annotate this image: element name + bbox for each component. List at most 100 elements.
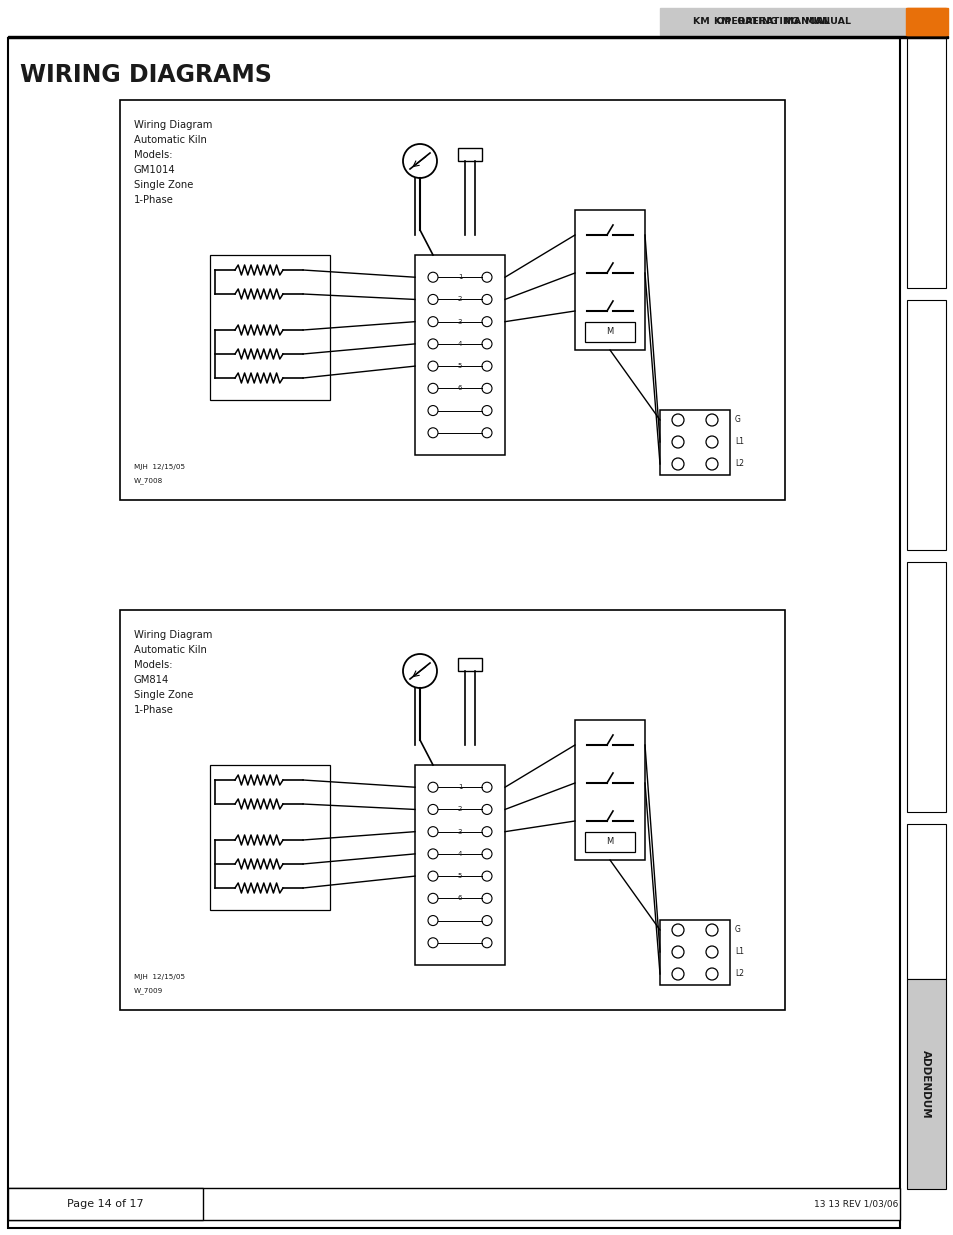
Bar (457, 148, 481, 161)
Text: G: G (734, 415, 740, 425)
Text: Automatic Kiln: Automatic Kiln (133, 135, 207, 144)
Text: 4: 4 (457, 341, 461, 347)
Circle shape (428, 871, 437, 881)
Text: L1: L1 (734, 947, 743, 956)
Text: 1: 1 (457, 274, 462, 280)
Circle shape (428, 272, 437, 283)
Circle shape (481, 915, 492, 925)
Circle shape (481, 272, 492, 283)
Text: Models:: Models: (133, 149, 172, 161)
Text: GM1014: GM1014 (133, 165, 175, 175)
Text: L2: L2 (734, 459, 743, 468)
Text: L2: L2 (734, 969, 743, 978)
Circle shape (671, 458, 683, 471)
Circle shape (705, 458, 718, 471)
Text: 4: 4 (457, 851, 461, 857)
Text: 3: 3 (457, 319, 462, 325)
Text: Single Zone: Single Zone (133, 690, 193, 700)
Text: KM  OPERATING  MANUAL: KM OPERATING MANUAL (714, 17, 851, 26)
Bar (906, 300, 945, 550)
Text: KM  OPERATING  MANUAL: KM OPERATING MANUAL (693, 17, 830, 26)
Circle shape (428, 405, 437, 415)
Bar (584, 322, 635, 342)
Circle shape (705, 968, 718, 981)
Circle shape (428, 804, 437, 814)
Text: L1: L1 (734, 437, 743, 447)
Bar (415, 254, 504, 454)
Circle shape (671, 968, 683, 981)
Text: 1: 1 (457, 784, 462, 790)
Text: 2: 2 (457, 296, 461, 303)
Bar (575, 720, 644, 860)
Text: W_7008: W_7008 (133, 477, 163, 484)
Bar (906, 562, 945, 811)
Bar (210, 764, 330, 910)
Bar (8, 36, 947, 38)
Bar (906, 824, 945, 979)
Circle shape (481, 316, 492, 327)
Circle shape (481, 361, 492, 370)
Circle shape (428, 782, 437, 792)
Circle shape (481, 804, 492, 814)
Bar (906, 7, 945, 35)
Bar (906, 979, 945, 1189)
Text: Single Zone: Single Zone (133, 180, 193, 190)
Circle shape (481, 782, 492, 792)
Circle shape (428, 361, 437, 370)
Text: 6: 6 (457, 895, 462, 902)
Circle shape (705, 414, 718, 426)
Circle shape (481, 826, 492, 836)
Circle shape (481, 848, 492, 858)
Bar (659, 410, 729, 475)
Text: Models:: Models: (133, 659, 172, 671)
Circle shape (428, 826, 437, 836)
Text: Automatic Kiln: Automatic Kiln (133, 645, 207, 655)
Bar (906, 38, 945, 288)
Circle shape (428, 427, 437, 437)
Circle shape (705, 436, 718, 448)
Circle shape (671, 924, 683, 936)
Bar (8, 1188, 899, 1220)
Text: G: G (734, 925, 740, 935)
Bar (8, 1188, 203, 1220)
Text: MJH  12/15/05: MJH 12/15/05 (133, 464, 185, 471)
Circle shape (428, 383, 437, 393)
Circle shape (428, 937, 437, 947)
Circle shape (481, 383, 492, 393)
Text: 1-Phase: 1-Phase (133, 195, 173, 205)
Circle shape (428, 316, 437, 327)
Circle shape (481, 405, 492, 415)
Text: 3: 3 (457, 829, 462, 835)
Circle shape (671, 436, 683, 448)
Circle shape (705, 946, 718, 958)
Circle shape (402, 144, 436, 178)
Circle shape (428, 294, 437, 305)
Circle shape (481, 427, 492, 437)
Bar (905, 7, 947, 35)
Text: MJH  12/15/05: MJH 12/15/05 (133, 974, 185, 981)
Text: ADDENDUM: ADDENDUM (920, 1050, 930, 1119)
Bar (415, 764, 504, 965)
Text: WIRING DIAGRAMS: WIRING DIAGRAMS (20, 63, 272, 86)
Circle shape (481, 893, 492, 903)
Circle shape (428, 338, 437, 350)
Bar (575, 210, 644, 350)
Text: M: M (606, 327, 613, 336)
Text: 5: 5 (457, 363, 461, 369)
Bar (210, 254, 330, 400)
Bar (457, 658, 481, 671)
Text: Wiring Diagram: Wiring Diagram (133, 120, 213, 130)
Bar (659, 920, 729, 986)
Circle shape (402, 655, 436, 688)
Circle shape (481, 871, 492, 881)
Bar (120, 100, 784, 500)
Text: M: M (606, 837, 613, 846)
Circle shape (705, 924, 718, 936)
Text: 5: 5 (457, 873, 461, 879)
Circle shape (671, 414, 683, 426)
Circle shape (481, 294, 492, 305)
Text: Wiring Diagram: Wiring Diagram (133, 630, 213, 640)
Circle shape (481, 937, 492, 947)
Text: Page 14 of 17: Page 14 of 17 (67, 1199, 143, 1209)
Text: 2: 2 (457, 806, 461, 813)
